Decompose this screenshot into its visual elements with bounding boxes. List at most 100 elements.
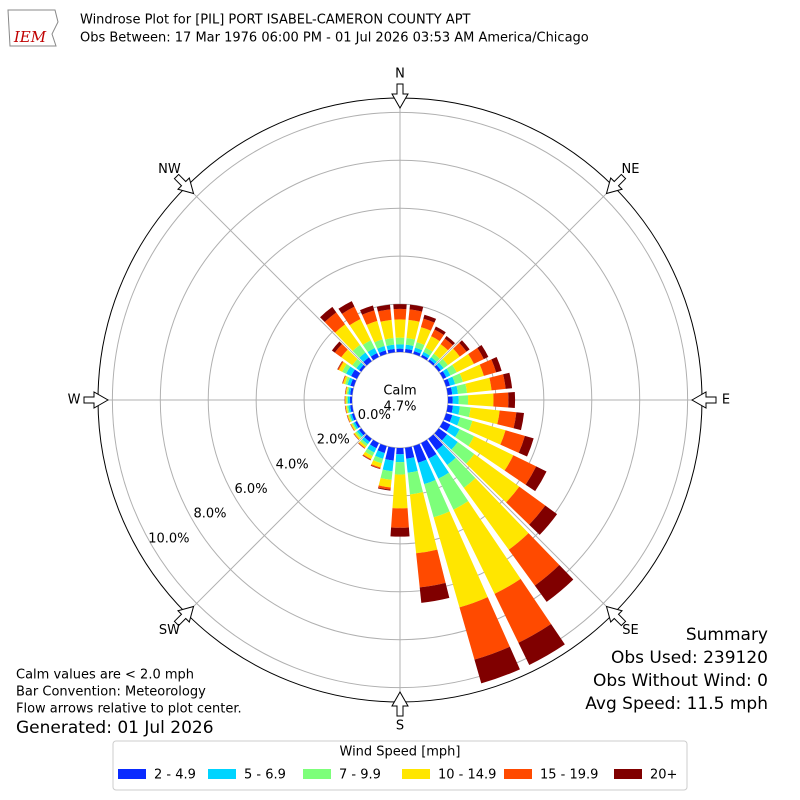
wind-bar: [466, 453, 520, 503]
wind-bar: [468, 347, 484, 364]
compass-label: W: [68, 393, 81, 408]
wind-bar: [434, 428, 448, 441]
wind-bar: [438, 472, 469, 510]
ring-label: 4.0%: [276, 457, 309, 472]
wind-bar: [491, 356, 502, 373]
ring-label: 0.0%: [358, 408, 391, 423]
wind-bar: [347, 396, 350, 404]
summary-line: Obs Used: 239120: [611, 648, 768, 668]
wind-bar: [342, 364, 351, 374]
wind-bar: [355, 431, 362, 439]
wind-bar: [370, 352, 379, 361]
arrow-shape: [391, 83, 409, 110]
wind-bar: [345, 386, 349, 395]
wind-bar: [356, 362, 364, 371]
wind-bar: [493, 392, 509, 408]
wind-bar: [362, 310, 378, 325]
wind-bar: [345, 405, 347, 414]
wind-bar: [447, 396, 453, 404]
wind-bar: [384, 337, 395, 346]
wind-bar: [351, 422, 357, 430]
wind-bar: [424, 479, 450, 518]
wind-bar: [508, 533, 560, 586]
wind-bar: [334, 344, 348, 358]
wind-bar: [433, 511, 488, 608]
wind-bar: [416, 549, 446, 588]
wind-bar: [405, 344, 414, 351]
wind-bar: [349, 318, 371, 345]
wind-bar: [452, 353, 474, 373]
compass-arrow: [83, 391, 110, 409]
wind-bar: [341, 306, 361, 326]
wind-bar: [446, 405, 453, 413]
wind-bar: [408, 309, 423, 322]
compass-label: N: [395, 67, 405, 82]
legend-swatch: [208, 769, 236, 779]
calm-value: 4.7%: [383, 400, 416, 415]
wind-bar: [351, 413, 357, 421]
wind-bar: [409, 304, 424, 312]
compass-arrow: [605, 173, 627, 195]
wind-bar: [463, 478, 529, 550]
wind-bar: [392, 474, 408, 509]
wind-bar: [428, 434, 444, 451]
wind-bar: [451, 405, 460, 415]
logo-outline: [7, 9, 59, 47]
wind-bar: [387, 348, 395, 354]
wind-bar: [423, 314, 437, 323]
wind-bar: [474, 646, 520, 684]
compass-label: NE: [622, 162, 640, 177]
wind-bar: [405, 337, 416, 346]
wind-bar: [380, 319, 394, 340]
compass-arrow: [173, 173, 195, 195]
wind-bar: [489, 374, 506, 391]
wind-bar: [525, 466, 547, 492]
compass-arrow: [690, 391, 717, 409]
wind-bar: [441, 434, 458, 450]
legend-swatch: [614, 769, 642, 779]
wind-bar: [421, 354, 429, 361]
summary-line: Avg Speed: 11.5 mph: [585, 694, 768, 714]
wind-bar: [518, 623, 565, 665]
wind-bar: [405, 446, 415, 459]
wind-bar: [359, 364, 366, 372]
wind-bar: [353, 433, 359, 441]
wind-bar: [452, 373, 463, 385]
wind-bar: [350, 424, 355, 431]
legend-swatch: [118, 769, 146, 779]
wind-bar: [379, 350, 387, 357]
chart-title: Windrose Plot for [PIL] PORT ISABEL-CAME…: [80, 13, 471, 28]
wind-bar: [352, 344, 366, 358]
wind-bar: [456, 383, 468, 394]
wind-bar: [324, 312, 346, 333]
wind-bar: [458, 406, 471, 418]
wind-bar: [361, 437, 370, 445]
compass-arrow: [173, 605, 195, 627]
wind-bar: [529, 505, 558, 535]
spoke: [186, 433, 367, 614]
wind-bar: [434, 364, 441, 372]
wind-bar: [369, 439, 379, 449]
wind-bar: [352, 358, 362, 369]
wind-bar: [393, 304, 407, 310]
wind-bar: [393, 308, 407, 320]
wind-bar: [479, 359, 497, 376]
wind-bar: [335, 324, 360, 351]
wind-bar: [497, 410, 517, 429]
wind-bar: [446, 364, 457, 376]
wind-bar: [377, 346, 386, 353]
wind-bar: [428, 454, 449, 479]
wind-bar: [338, 361, 347, 372]
compass-arrow: [605, 605, 627, 627]
logo-text: IEM: [13, 28, 47, 46]
note: Calm values are < 2.0 mph: [16, 668, 194, 683]
arrow-shape: [605, 605, 627, 627]
wind-bar: [348, 405, 352, 413]
ring-label: 2.0%: [317, 433, 350, 448]
legend-label: 5 - 6.9: [244, 768, 286, 783]
wind-bar: [518, 435, 534, 457]
wind-bar: [343, 375, 348, 385]
wind-bar: [439, 421, 451, 432]
wind-bar: [362, 340, 375, 353]
wind-bar: [420, 318, 435, 331]
